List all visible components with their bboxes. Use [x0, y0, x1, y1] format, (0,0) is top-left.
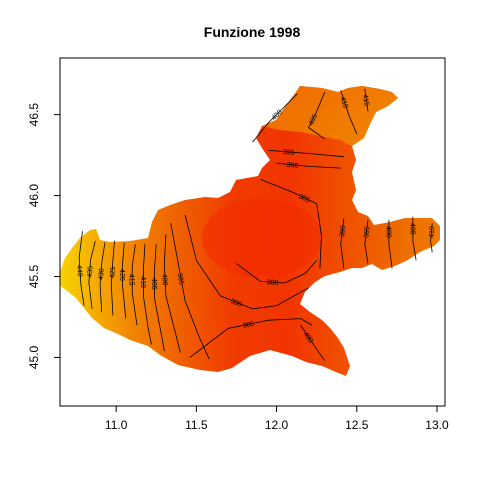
y-axis: 45.0 45.5 46.0 46.5 — [27, 103, 61, 369]
contour-line-5 — [131, 244, 138, 326]
x-tick-label-2: 12.0 — [265, 418, 289, 432]
contour-line-18 — [340, 90, 358, 135]
contour-line-1 — [88, 240, 96, 309]
contour-line-10 — [184, 214, 309, 310]
contour-line-3 — [110, 240, 115, 316]
x-tick-label-3: 12.5 — [345, 418, 369, 432]
y-tick-label-2: 46.0 — [27, 184, 41, 208]
contour-lines: 440 435 430 425 420 415 410 405 400 3953903853803… — [75, 88, 436, 361]
contour-line-7 — [154, 244, 165, 352]
region-north-tint — [262, 86, 398, 146]
contour-line-6 — [143, 244, 152, 345]
region-core-tint — [202, 198, 322, 278]
x-axis: 11.0 11.5 12.0 12.5 13.0 — [105, 405, 449, 432]
contour-line-21 — [364, 219, 369, 264]
region-fill — [60, 86, 440, 376]
x-tick-label-4: 13.0 — [425, 418, 449, 432]
contour-line-15 — [268, 149, 344, 158]
chart-title: Funzione 1998 — [204, 24, 301, 40]
y-tick-label-1: 45.5 — [27, 265, 41, 289]
contour-line-2 — [99, 242, 106, 313]
contour-label-15: 395 — [282, 149, 294, 157]
contour-line-0 — [78, 231, 85, 306]
x-tick-label-0: 11.0 — [105, 418, 128, 432]
contour-label-18: 410 — [339, 96, 349, 109]
contour-line-25 — [300, 324, 326, 361]
contour-label-21: 395 — [363, 226, 371, 239]
contour-line-20 — [340, 218, 345, 269]
x-tick-label-1: 11.5 — [185, 418, 208, 432]
contour-label-10: 390 — [229, 298, 243, 309]
contour-label-9: 395 — [176, 273, 185, 286]
contour-label-4: 420 — [118, 269, 125, 281]
contour-label-23: 405 — [408, 223, 415, 235]
contour-label-1: 435 — [87, 266, 95, 278]
contour-line-19 — [364, 88, 369, 112]
contour-line-4 — [122, 242, 127, 319]
contour-label-11: 385 — [242, 321, 255, 330]
y-tick-label-0: 45.0 — [27, 345, 41, 369]
contour-label-8: 400 — [160, 274, 168, 286]
contour-label-24: 410 — [428, 226, 436, 238]
contour-label-2: 430 — [98, 268, 106, 280]
contour-line-13 — [260, 179, 322, 269]
contour-line-24 — [430, 223, 433, 253]
contour-line-17 — [308, 91, 326, 140]
contour-line-9 — [170, 223, 210, 360]
contour-label-17: 405 — [308, 113, 320, 127]
contour-label-14: 390 — [286, 162, 298, 170]
contour-label-6: 410 — [139, 276, 146, 288]
contour-line-11 — [189, 318, 313, 358]
contour-line-23 — [412, 216, 417, 261]
contour-label-20: 390 — [339, 225, 347, 238]
contour-label-19: 415 — [361, 94, 370, 107]
contour-line-8 — [163, 234, 181, 353]
contour-label-0: 440 — [75, 265, 83, 277]
contour-label-22: 400 — [384, 226, 391, 238]
contour-label-5: 415 — [128, 274, 135, 286]
contour-label-13: 385 — [297, 193, 311, 204]
contour-label-12: 380 — [266, 279, 278, 287]
contour-line-22 — [388, 219, 393, 269]
y-tick-label-3: 46.5 — [27, 103, 41, 127]
contour-line-16 — [252, 93, 298, 143]
contour-label-3: 425 — [109, 266, 117, 278]
contour-line-12 — [236, 260, 318, 284]
contour-line-14 — [276, 162, 341, 169]
contour-label-7: 405 — [150, 278, 157, 290]
